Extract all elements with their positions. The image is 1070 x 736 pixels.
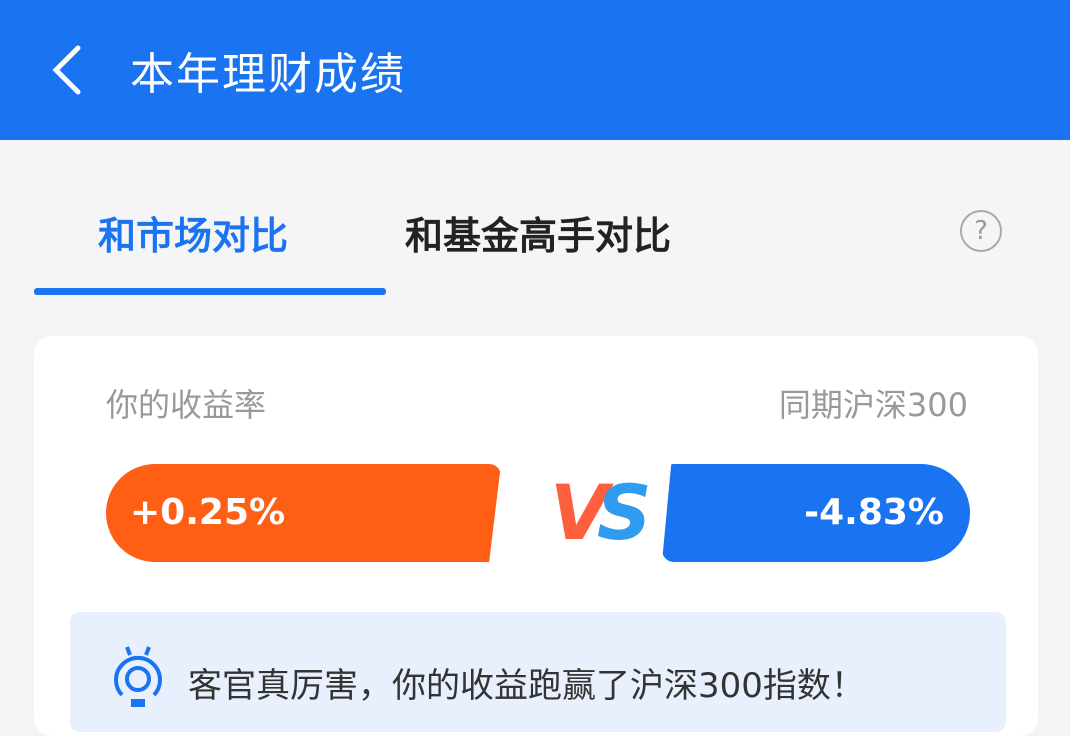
vs-logo: VS — [550, 468, 652, 557]
help-icon[interactable]: ? — [960, 210, 1002, 252]
active-tab-indicator — [34, 288, 386, 295]
page-title: 本年理财成绩 — [130, 49, 406, 100]
benchmark-value: -4.83% — [662, 464, 970, 562]
header: 本年理财成绩 — [0, 0, 1070, 140]
back-arrow-icon[interactable] — [40, 40, 100, 100]
message-banner — [70, 612, 1006, 732]
your-return-value: +0.25% — [106, 464, 501, 562]
tab-fund-expert-comparison[interactable]: 和基金高手对比 — [405, 214, 672, 258]
message-text: 客官真厉害，你的收益跑赢了沪深300指数！ — [188, 666, 865, 706]
tab-market-comparison[interactable]: 和市场对比 — [98, 214, 289, 258]
benchmark-label: 同期沪深300 — [778, 386, 968, 424]
mascot-icon — [114, 646, 162, 707]
your-return-label: 你的收益率 — [106, 386, 267, 424]
